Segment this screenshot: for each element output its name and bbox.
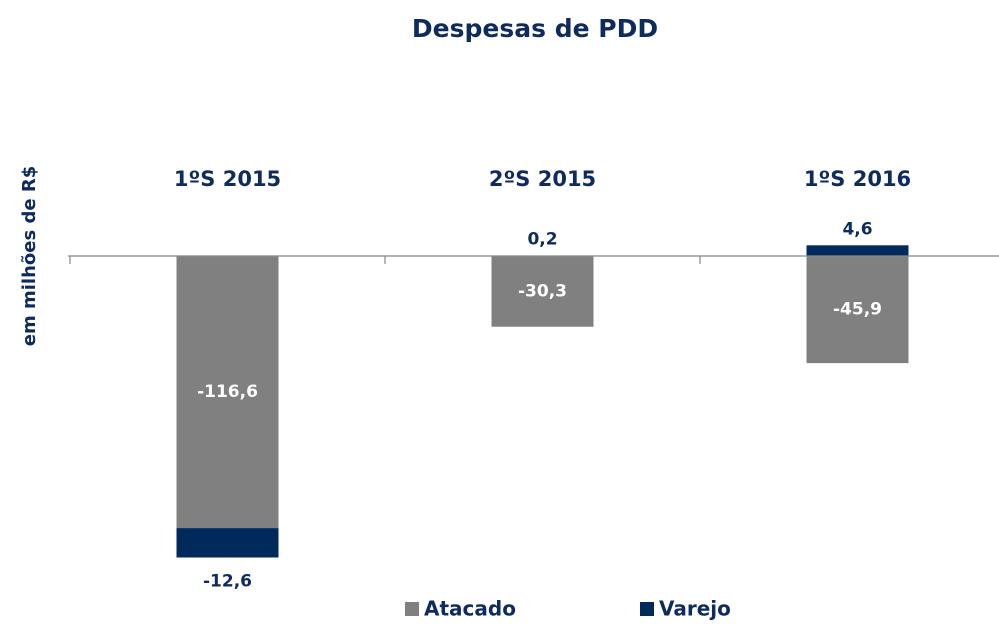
bar-segment	[491, 256, 594, 327]
legend-swatch	[640, 602, 654, 616]
chart-title: Despesas de PDD	[412, 14, 658, 43]
data-label: -116,6	[197, 382, 258, 402]
bar-segment	[176, 256, 279, 529]
data-label: -45,9	[833, 300, 882, 320]
legend-label: Atacado	[424, 597, 516, 621]
bar-segment	[806, 245, 909, 257]
bar-segment	[176, 528, 279, 558]
data-label: -12,6	[203, 572, 252, 592]
data-label: -30,3	[518, 281, 567, 301]
data-label: 0,2	[527, 230, 557, 250]
bar-segment	[806, 256, 909, 364]
category-label: 2ºS 2015	[489, 167, 596, 191]
category-label: 1ºS 2015	[174, 167, 281, 191]
y-axis-label: em milhões de R$	[19, 166, 40, 346]
legend-swatch	[405, 602, 419, 616]
data-label: 4,6	[842, 219, 872, 239]
legend-label: Varejo	[659, 597, 731, 621]
category-label: 1ºS 2016	[804, 167, 911, 191]
